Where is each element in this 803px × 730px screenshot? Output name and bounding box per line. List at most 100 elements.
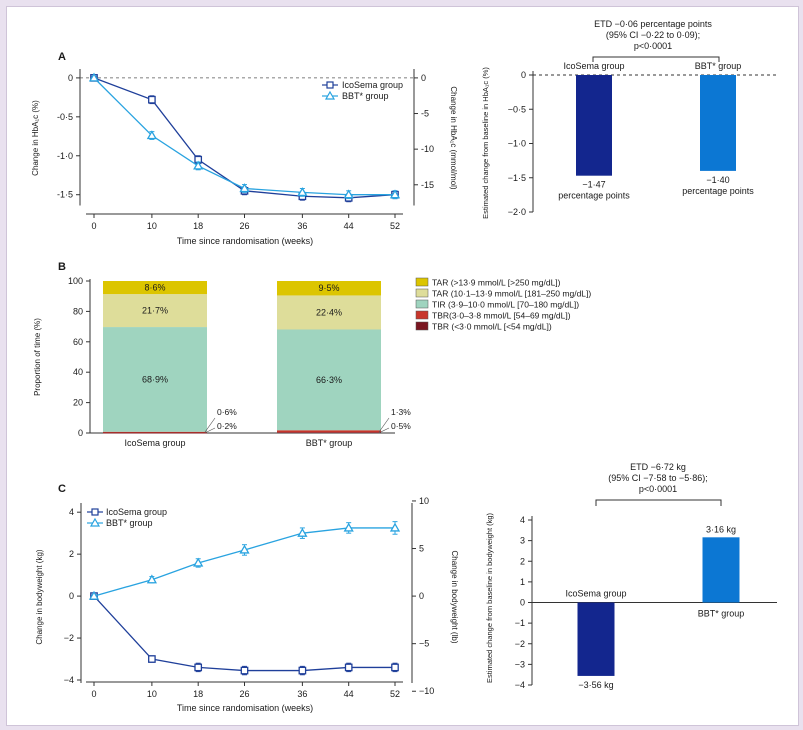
hba1c-time-chart: Time since randomisation (weeks) Change … xyxy=(31,69,458,246)
hba1c_time-series-1-point xyxy=(297,187,308,197)
weight_time-series-0-point xyxy=(240,666,249,675)
cgm-legend-label: TAR (10·1–13·9 mmol/L [181–250 mg/dL]) xyxy=(432,289,591,299)
hba1c_time-y-tick-label: -1·5 xyxy=(57,190,73,200)
hba1c-time-legend: IcoSema group BBT* group xyxy=(322,80,403,101)
cgm-bar-0-seg-2 xyxy=(103,327,207,432)
weight_time-series-1-point xyxy=(193,557,204,567)
cgm-ylabel: Proportion of time (%) xyxy=(33,318,42,396)
weight-etd-bracket xyxy=(595,499,722,506)
weight_etd-y-tick-label: −2 xyxy=(515,639,525,649)
weight_etd-value-label: −3·56 kg xyxy=(578,680,613,690)
weight_time-x-tick-label: 52 xyxy=(390,689,400,699)
weight_etd-category-label: IcoSema group xyxy=(565,589,626,599)
weight-etd-annotation-line3: p<0·0001 xyxy=(639,484,677,494)
hba1c_etd-bar-1 xyxy=(700,75,736,171)
cgm-category-label: IcoSema group xyxy=(124,438,185,448)
legend-triangle-marker xyxy=(89,517,101,527)
hba1c-etd-annotation-line3: p<0·0001 xyxy=(634,41,672,51)
cgm-small-label: 0·5% xyxy=(391,421,411,431)
cgm-legend-swatch xyxy=(415,288,429,298)
weight-legend-icosema: IcoSema group xyxy=(106,507,167,517)
cgm-y-tick-label: 60 xyxy=(73,337,83,347)
hba1c_time-y-tick-label: -1·0 xyxy=(57,151,73,161)
weight_etd-value-label: 3·16 kg xyxy=(706,524,736,534)
hba1c-etd-annotation-line2: (95% CI −0·22 to 0·09); xyxy=(606,30,700,40)
cgm-bar-1-seg-0 xyxy=(277,432,381,434)
weight_time-series-1-point xyxy=(389,522,401,532)
cgm-segment-label: 66·3% xyxy=(316,375,342,385)
cgm-legend-label: TIR (3·9–10·0 mmol/L [70–180 mg/dL]) xyxy=(432,300,579,310)
weight-etd-annotation-line1: ETD −6·72 kg xyxy=(630,462,686,472)
hba1c_time-series-1-point xyxy=(343,189,354,199)
hba1c_time-y-tick-label: -0·5 xyxy=(57,112,73,122)
weight_time-series-1-point xyxy=(239,544,250,554)
weight_time-series-1-point xyxy=(146,574,158,584)
weight_time-y-tick-label: 0 xyxy=(69,591,74,601)
cgm-segment-label: 8·6% xyxy=(144,283,165,293)
weight_time-y-tick-label: 4 xyxy=(69,507,74,517)
weight_time-y2-tick-label: 5 xyxy=(419,544,424,554)
cgm-bar-1-seg-4 xyxy=(277,281,381,296)
cgm-legend-swatch xyxy=(415,299,429,309)
hba1c_etd-unit-label: percentage points xyxy=(682,186,754,196)
cgm-y-tick-label: 20 xyxy=(73,398,83,408)
hba1c_time-x-tick-label: 18 xyxy=(193,221,203,231)
weight_etd-y-tick-label: 2 xyxy=(520,556,525,566)
hba1c_etd-value-label: −1·47 xyxy=(582,180,605,190)
hba1c-etd-bracket xyxy=(592,56,720,62)
cgm-bar-0-seg-3 xyxy=(103,294,207,328)
cgm-legend-label: TAR (>13·9 mmol/L [>250 mg/dL]) xyxy=(432,278,561,288)
weight_time-series-1-point xyxy=(88,590,100,600)
hba1c_time-y2-tick-label: -15 xyxy=(421,180,434,190)
hba1c_time-x-tick-label: 36 xyxy=(297,221,307,231)
weight_etd-y-tick-label: 1 xyxy=(520,577,525,587)
weight_time-x-tick-label: 10 xyxy=(147,689,157,699)
weight_etd-y-tick-label: −1 xyxy=(515,618,525,628)
weight_time-series-0-point xyxy=(344,663,353,672)
cgm-legend-swatch xyxy=(415,277,429,287)
cgm-bar-0-seg-4 xyxy=(103,281,207,295)
weight_time-y2-tick-label: 10 xyxy=(419,496,429,506)
cgm-legend-swatch xyxy=(415,321,429,331)
weight_etd-y-tick-label: −4 xyxy=(515,680,525,690)
hba1c-etd-annotation-line1: ETD −0·06 percentage points xyxy=(594,19,712,29)
cgm-bar-0-seg-0 xyxy=(103,432,207,434)
weight-time-ylabel: Change in bodyweight (kg) xyxy=(35,549,44,645)
weight_time-y2-tick-label: −5 xyxy=(419,639,429,649)
cgm-segment-label: 68·9% xyxy=(142,374,168,384)
hba1c_etd-y-tick-label: −0·5 xyxy=(508,104,526,114)
weight_time-y-tick-label: −4 xyxy=(64,675,74,685)
cgm-bar-1-seg-1 xyxy=(277,430,381,433)
weight_etd-y-tick-label: −3 xyxy=(515,659,525,669)
weight_etd-bar-1 xyxy=(702,537,740,603)
weight_time-x-tick-label: 44 xyxy=(344,689,354,699)
panel-label-c: C xyxy=(58,483,66,495)
weight_time-y2-tick-label: 0 xyxy=(419,591,424,601)
hba1c_time-series-0-point xyxy=(148,95,156,104)
hba1c_time-x-tick-label: 0 xyxy=(91,221,96,231)
cgm-legend-swatch xyxy=(415,310,429,320)
weight-etd-ylabel: Estimated change from baseline in bodywe… xyxy=(485,512,494,683)
weight-time-y2label: Change in bodyweight (lb) xyxy=(450,551,459,644)
weight-time-chart: Time since randomisation (weeks) Change … xyxy=(35,496,459,713)
hba1c_etd-value-label: −1·40 xyxy=(706,175,729,185)
hba1c_time-x-tick-label: 52 xyxy=(390,221,400,231)
weight_time-y-tick-label: −2 xyxy=(64,633,74,643)
cgm-callout-line xyxy=(204,427,216,434)
cgm-bar-1-seg-2 xyxy=(277,329,381,431)
hba1c_time-series-1-point xyxy=(239,183,250,193)
weight-etd-annotation-line2: (95% CI −7·58 to −5·86); xyxy=(608,473,708,483)
hba1c-legend-icosema: IcoSema group xyxy=(342,80,403,90)
legend-square-marker xyxy=(326,81,334,89)
cgm-legend-label: TBR(3·0–3·8 mmol/L [54–69 mg/dL]) xyxy=(432,311,571,321)
hba1c_etd-category-label: IcoSema group xyxy=(563,61,624,71)
weight_time-series-0-point xyxy=(194,663,203,672)
hba1c_time-y-tick-label: 0 xyxy=(68,73,73,83)
weight_time-x-tick-label: 0 xyxy=(91,689,96,699)
hba1c_etd-y-tick-label: −2·0 xyxy=(508,207,526,217)
weight_etd-y-tick-label: 4 xyxy=(520,515,525,525)
hba1c-time-ylabel: Change in HbA₁c (%) xyxy=(31,100,40,176)
panel-label-a: A xyxy=(58,51,66,63)
cgm-bar-1-seg-3 xyxy=(277,295,381,330)
